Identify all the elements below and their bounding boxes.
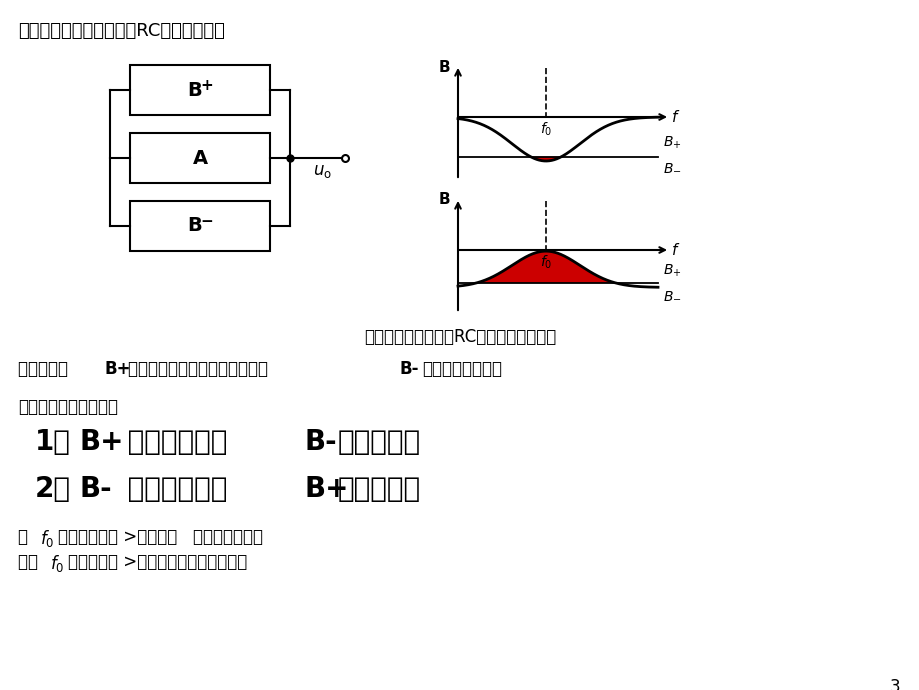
Text: B+: B+ xyxy=(105,360,131,378)
Text: $u_{\rm o}$: $u_{\rm o}$ xyxy=(313,162,332,180)
Bar xyxy=(130,133,269,183)
Text: 为全通特性: 为全通特性 xyxy=(337,475,421,503)
Text: 时，负反馈 >正反馈，抑制高次谐波。: 时，负反馈 >正反馈，抑制高次谐波。 xyxy=(68,553,247,571)
Text: 在: 在 xyxy=(18,528,33,546)
Text: B+: B+ xyxy=(80,428,124,456)
Text: 为带通特性，: 为带通特性， xyxy=(118,475,227,503)
Text: ：产生振荡所必须；负反馈网络: ：产生振荡所必须；负反馈网络 xyxy=(128,360,273,378)
Text: B-: B- xyxy=(400,360,419,378)
Text: $B_{+}$: $B_{+}$ xyxy=(663,263,681,279)
Text: 远离: 远离 xyxy=(18,553,43,571)
Text: $B_{+}$: $B_{+}$ xyxy=(663,135,681,151)
Text: 3: 3 xyxy=(889,678,899,690)
Text: $B_{-}$: $B_{-}$ xyxy=(663,159,681,174)
Text: $f_0$: $f_0$ xyxy=(539,253,551,270)
Text: B: B xyxy=(187,81,202,99)
Polygon shape xyxy=(476,251,615,283)
Text: B-: B- xyxy=(305,428,337,456)
Polygon shape xyxy=(530,157,561,161)
Text: $f$: $f$ xyxy=(671,242,680,258)
Text: $f$: $f$ xyxy=(671,109,680,125)
Text: 附近，正反馈 >负反馈，   满足起振条件；: 附近，正反馈 >负反馈， 满足起振条件； xyxy=(58,528,263,546)
Text: B-: B- xyxy=(80,475,112,503)
Text: $f_0$: $f_0$ xyxy=(40,528,54,549)
Text: $f_0$: $f_0$ xyxy=(539,120,551,138)
Text: 具有正负反馈两个通路的RC正弦波振荡器: 具有正负反馈两个通路的RC正弦波振荡器 xyxy=(18,22,224,40)
Text: 2、: 2、 xyxy=(35,475,71,503)
Text: 为带通特性，: 为带通特性， xyxy=(118,428,227,456)
Text: A: A xyxy=(192,148,208,168)
Text: 正反馈网络: 正反馈网络 xyxy=(18,360,74,378)
Text: 实现振荡器的两种方案: 实现振荡器的两种方案 xyxy=(18,398,118,416)
Text: 正负反馈两个通路的RC正弦波振荡器框图: 正负反馈两个通路的RC正弦波振荡器框图 xyxy=(364,328,555,346)
Text: −: − xyxy=(200,215,213,230)
Text: B: B xyxy=(437,193,449,208)
Text: $B_{-}$: $B_{-}$ xyxy=(663,288,681,302)
Text: ：抑制高次谐波。: ：抑制高次谐波。 xyxy=(422,360,502,378)
Bar xyxy=(130,201,269,251)
Text: +: + xyxy=(200,79,213,94)
Text: B: B xyxy=(437,59,449,75)
Text: 为全通特性: 为全通特性 xyxy=(337,428,421,456)
Bar xyxy=(130,65,269,115)
Text: $f_0$: $f_0$ xyxy=(50,553,64,574)
Text: B: B xyxy=(187,217,202,235)
Text: B+: B+ xyxy=(305,475,349,503)
Text: 1、: 1、 xyxy=(35,428,71,456)
